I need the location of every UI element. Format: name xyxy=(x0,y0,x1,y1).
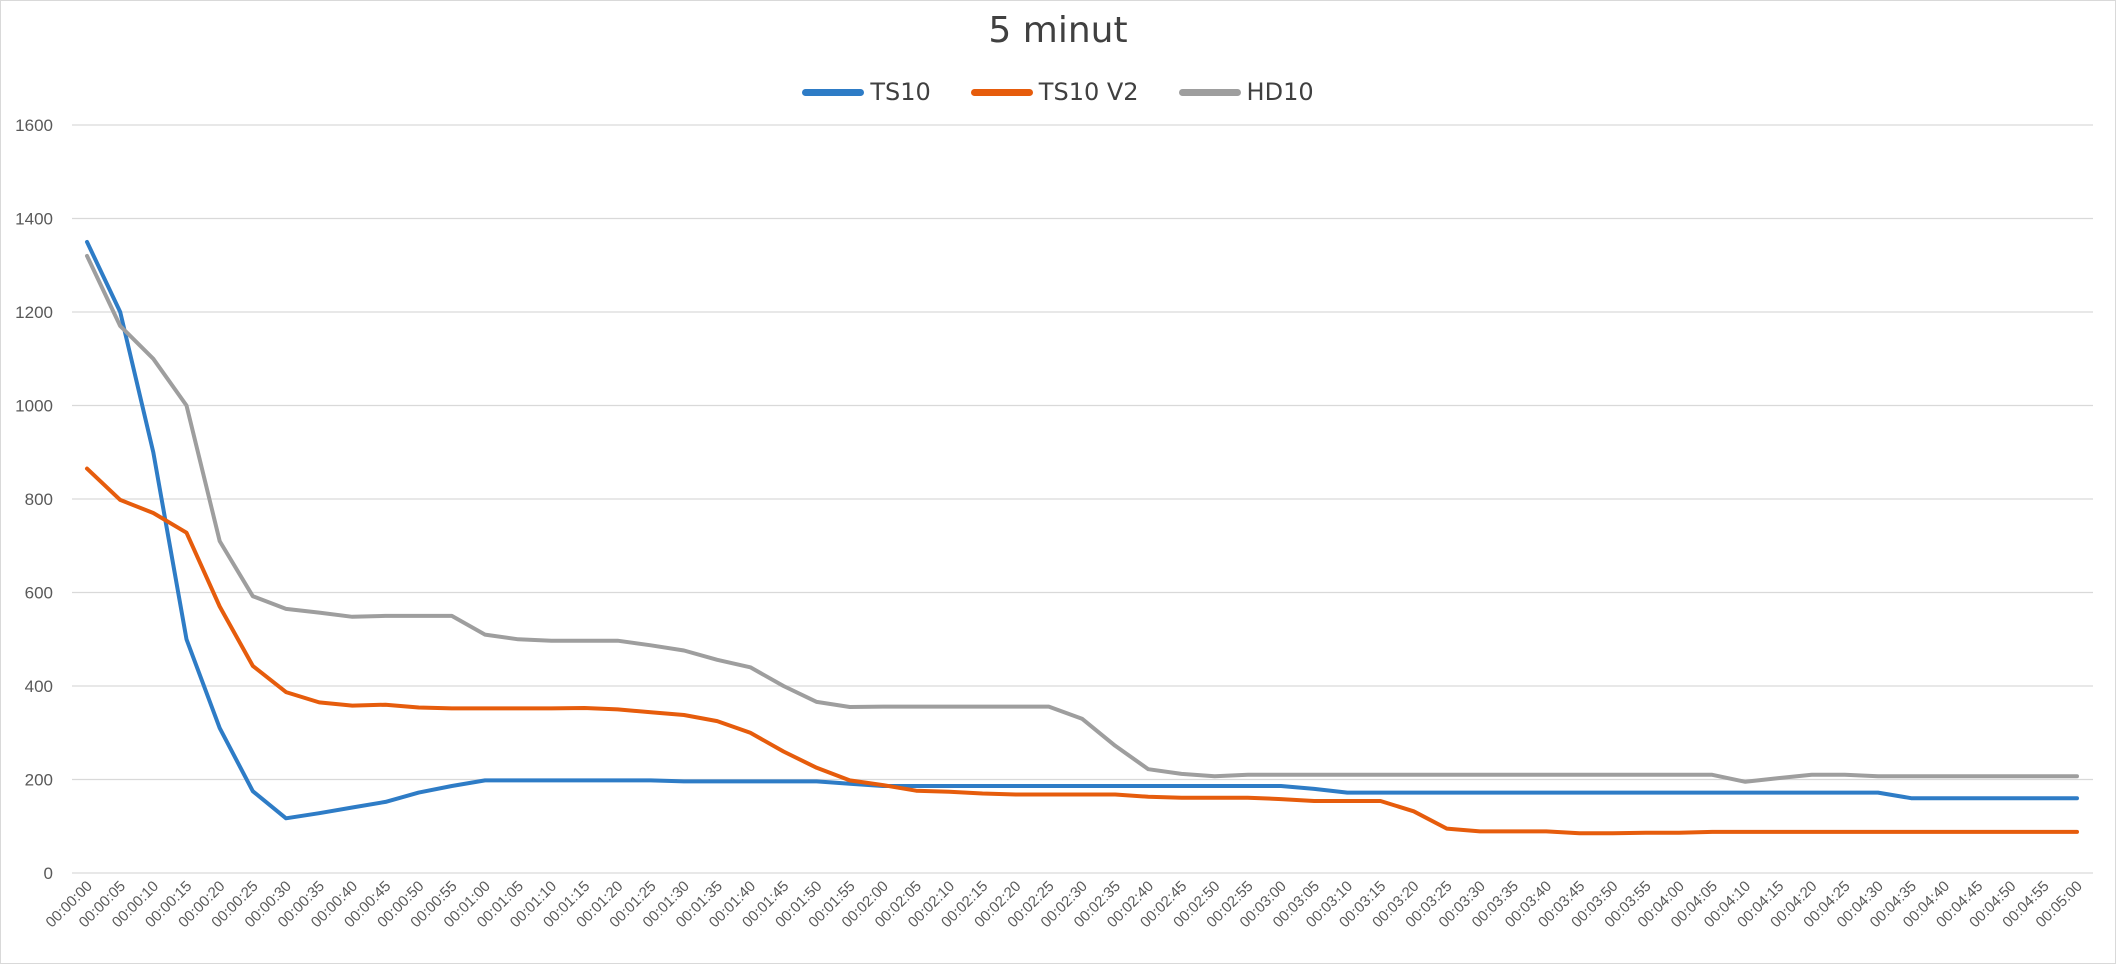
y-tick-label: 1600 xyxy=(15,116,53,135)
legend: TS10 TS10 V2 HD10 xyxy=(0,78,2116,106)
y-tick-label: 1400 xyxy=(15,210,53,229)
y-tick-label: 800 xyxy=(25,490,53,509)
series-line-ts10-v2 xyxy=(85,466,2079,836)
legend-label: HD10 xyxy=(1246,78,1314,106)
legend-swatch xyxy=(1178,88,1241,96)
legend-swatch xyxy=(970,88,1033,96)
legend-item: TS10 V2 xyxy=(970,78,1139,106)
legend-label: TS10 xyxy=(870,78,931,106)
chart-title: 5 minut xyxy=(988,10,1128,51)
legend-swatch xyxy=(802,88,865,96)
series-line-hd10 xyxy=(85,253,2079,784)
y-tick-label: 1200 xyxy=(15,303,53,322)
legend-label: TS10 V2 xyxy=(1038,78,1139,106)
y-tick-label: 0 xyxy=(44,864,53,883)
legend-item: HD10 xyxy=(1178,78,1314,106)
y-tick-label: 200 xyxy=(25,771,53,790)
y-tick-label: 400 xyxy=(25,677,53,696)
legend-item: TS10 xyxy=(802,78,931,106)
y-tick-label: 1000 xyxy=(15,397,53,416)
series-line-ts10 xyxy=(85,239,2079,821)
y-tick-label: 600 xyxy=(25,584,53,603)
